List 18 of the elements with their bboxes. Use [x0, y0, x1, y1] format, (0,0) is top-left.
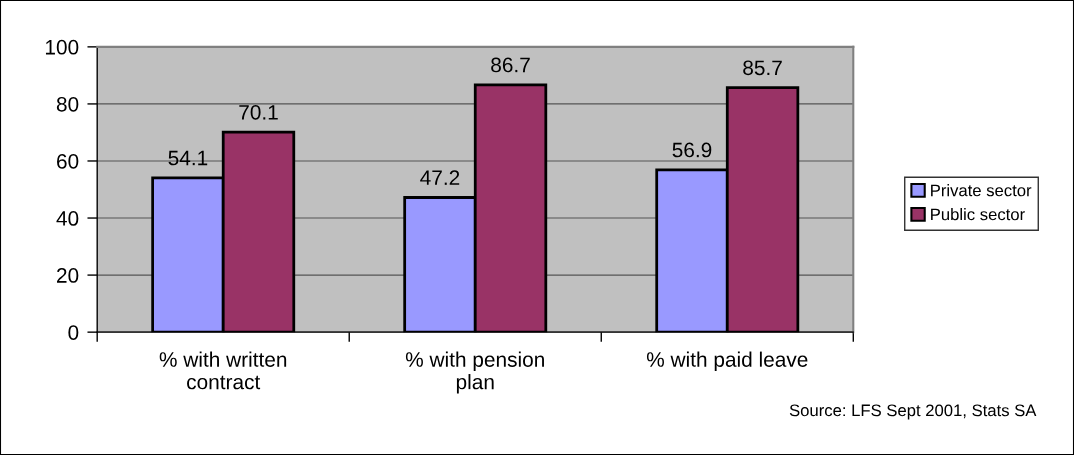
- data-label: 47.2: [420, 170, 460, 185]
- legend-label: Private sector: [931, 184, 1032, 197]
- legend-label: Public sector: [931, 208, 1025, 221]
- y-tick-label: 100: [45, 39, 79, 55]
- data-label: 54.1: [168, 150, 208, 166]
- source-note: Source: LFS Sept 2001, Stats SA: [789, 404, 1037, 420]
- y-tick-label: 40: [56, 211, 79, 226]
- y-tick-label: 60: [57, 153, 79, 169]
- y-tick-label: 20: [57, 268, 79, 283]
- data-label: 70.1: [239, 104, 278, 120]
- data-label: 85.7: [743, 60, 782, 76]
- x-tick-label: % with paid leave: [646, 351, 808, 372]
- data-label: 56.9: [672, 142, 712, 158]
- y-tick-label: 80: [56, 96, 79, 112]
- y-tick-label: 0: [68, 325, 79, 340]
- x-tick-label: % with written contract: [159, 351, 287, 390]
- data-label: 86.7: [491, 57, 530, 73]
- x-tick-label: % with pension plan: [405, 351, 544, 394]
